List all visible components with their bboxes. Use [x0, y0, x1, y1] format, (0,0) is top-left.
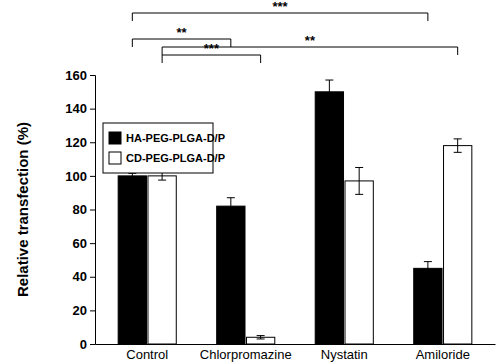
y-tick-label: 20	[73, 303, 87, 318]
y-tick: 100	[65, 169, 95, 184]
y-tick-mark	[90, 243, 95, 244]
error-bar-stem	[359, 167, 360, 194]
x-tick-label: Control	[126, 347, 168, 362]
significance-bracket	[132, 13, 428, 21]
legend-swatch	[109, 152, 121, 164]
error-bar-cap	[424, 275, 432, 276]
significance-label: **	[305, 33, 316, 48]
legend-label: CD-PEG-PLGA-D/P	[126, 152, 225, 164]
y-tick-label: 120	[65, 135, 87, 150]
chart: 0 20 40 60 80 100 120 140 160 Control Chlorpromazi…	[0, 0, 500, 364]
error-bar-stem	[230, 198, 231, 215]
marks	[118, 80, 472, 344]
significance: ***	[132, 0, 428, 21]
error-bar	[128, 173, 136, 178]
error-bar-cap	[355, 194, 363, 195]
significance-label: **	[177, 25, 188, 40]
error-bar-cap	[454, 152, 462, 153]
bar	[148, 176, 176, 344]
x-tick: Nystatin	[321, 344, 368, 362]
y-axis-title: Relative transfection (%)	[14, 122, 31, 297]
error-bar-cap	[325, 103, 333, 104]
y-tick: 160	[65, 68, 95, 83]
error-bar-stem	[329, 80, 330, 104]
error-bar-cap	[325, 80, 333, 81]
error-bar-stem	[427, 262, 428, 275]
y-tick-label: 60	[73, 236, 87, 251]
y-tick-mark	[90, 210, 95, 211]
y-tick: 0	[80, 337, 95, 352]
y-tick: 120	[65, 135, 95, 150]
error-bar	[227, 198, 235, 215]
y-tick-label: 80	[73, 202, 87, 217]
y-tick-label: 140	[65, 101, 87, 116]
error-bar-cap	[227, 197, 235, 198]
error-bar-cap	[424, 261, 432, 262]
x-tick: Chlorpromazine	[200, 344, 292, 362]
y-tick-mark	[90, 344, 95, 345]
x-axis-line	[96, 344, 496, 345]
error-bar-cap	[355, 167, 363, 168]
error-bar	[257, 336, 265, 339]
y-tick-mark	[90, 277, 95, 278]
significance-label: ***	[204, 41, 220, 56]
x-tick-label: Chlorpromazine	[200, 347, 292, 362]
y-tick-mark	[90, 176, 95, 177]
error-bar-stem	[457, 139, 458, 152]
y-tick-mark	[90, 310, 95, 311]
y-tick: 80	[73, 202, 95, 217]
error-bar	[424, 262, 432, 275]
y-tick-label: 40	[73, 269, 87, 284]
error-bar	[325, 80, 333, 104]
bar	[444, 146, 472, 344]
y-axis-line	[90, 76, 96, 345]
y-tick: 20	[73, 303, 95, 318]
legend-label: HA-PEG-PLGA-D/P	[126, 132, 225, 144]
bar	[217, 206, 245, 344]
y-tick-mark	[90, 142, 95, 143]
error-bar-cap	[257, 335, 265, 336]
significance-label: ***	[273, 0, 289, 14]
y-tick-label: 100	[65, 169, 87, 184]
y-tick: 140	[65, 101, 95, 116]
y-axis: 0 20 40 60 80 100 120 140 160	[65, 68, 95, 352]
y-tick-label: 160	[65, 68, 87, 83]
error-bar-cap	[227, 214, 235, 215]
significance-bracket	[162, 55, 261, 63]
y-tick: 60	[73, 236, 95, 251]
series	[118, 80, 442, 344]
x-axis: Control Chlorpromazine Nystatin Amiloride	[96, 344, 496, 362]
legend: HA-PEG-PLGA-D/P CD-PEG-PLGA-D/P	[103, 123, 225, 173]
x-tick: Control	[126, 344, 168, 362]
significance: ***	[162, 41, 261, 63]
error-bar	[355, 167, 363, 194]
legend-swatch	[109, 132, 121, 144]
y-tick-label: 0	[80, 337, 87, 352]
y-tick-mark	[90, 109, 95, 110]
legend-box	[103, 123, 213, 173]
error-bar-cap	[454, 138, 462, 139]
significance-bracket	[162, 47, 458, 55]
bar	[118, 176, 146, 344]
x-tick-label: Nystatin	[321, 347, 368, 362]
significance: **	[162, 33, 458, 55]
error-bar-stem	[132, 173, 133, 178]
bar	[315, 92, 343, 344]
bar	[345, 181, 373, 344]
x-tick-label: Amiloride	[416, 347, 470, 362]
y-tick: 40	[73, 269, 95, 284]
error-bar-stem	[260, 336, 261, 339]
y-tick-mark	[90, 75, 95, 76]
plot: 0 20 40 60 80 100 120 140 160 Control Chlorpromazi…	[65, 0, 495, 362]
error-bar	[454, 139, 462, 152]
error-bar-cap	[158, 180, 166, 181]
error-bar-cap	[257, 338, 265, 339]
bar	[414, 268, 442, 344]
error-bar-cap	[128, 178, 136, 179]
x-tick: Amiloride	[416, 344, 470, 362]
